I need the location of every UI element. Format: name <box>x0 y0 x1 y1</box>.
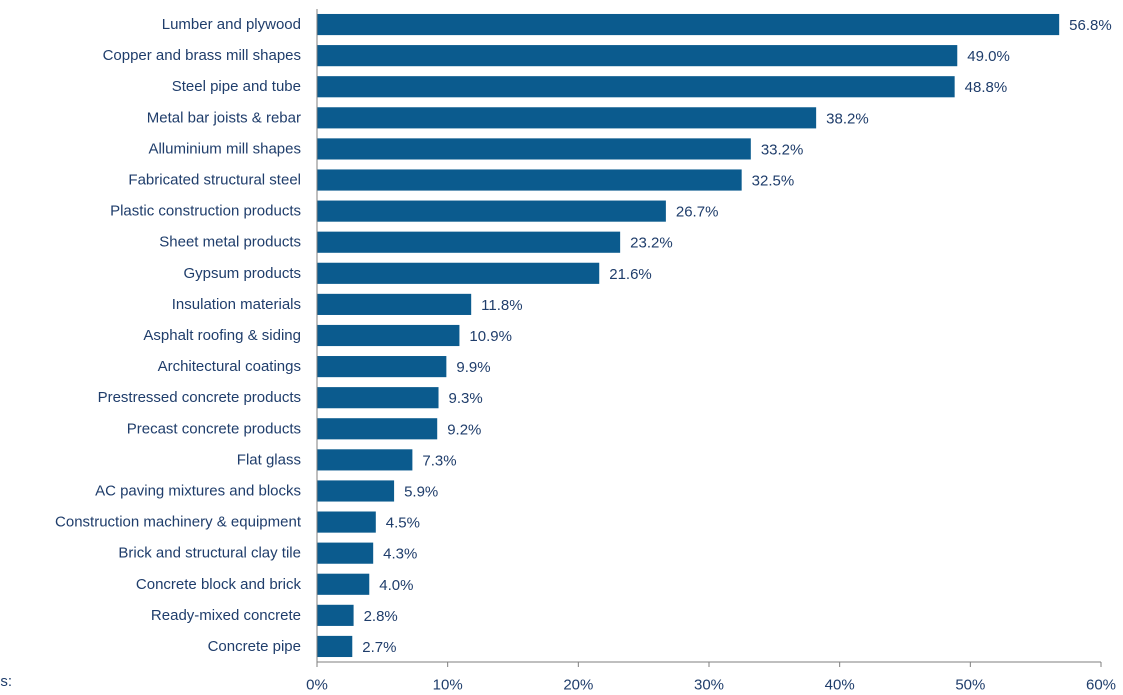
bar <box>317 635 353 658</box>
x-tick-label: 0% <box>306 677 328 694</box>
x-tick-label: 40% <box>825 677 855 694</box>
category-label: Brick and structural clay tile <box>118 545 301 562</box>
bar <box>317 200 666 222</box>
bar <box>317 480 395 502</box>
data-label: 56.8% <box>1069 17 1112 34</box>
x-tick-label: 50% <box>955 677 985 694</box>
category-label: Sheet metal products <box>159 234 301 251</box>
category-label: Steel pipe and tube <box>172 78 301 95</box>
category-label: Insulation materials <box>172 296 301 313</box>
x-axis: 0% 10% 20% 30% 40% 50% 60% <box>306 9 1116 694</box>
data-label: 23.2% <box>630 235 673 252</box>
bar <box>317 604 354 626</box>
data-label: 26.7% <box>676 204 719 221</box>
data-label: 5.9% <box>404 483 438 500</box>
category-label: Gypsum products <box>183 265 301 282</box>
category-label: AC paving mixtures and blocks <box>95 482 301 499</box>
bar <box>317 169 742 191</box>
category-labels: Lumber and plywood Copper and brass mill … <box>55 16 302 655</box>
bars-layer <box>317 13 1060 658</box>
data-label: 38.2% <box>826 110 869 127</box>
bar <box>317 387 439 409</box>
category-label: Flat glass <box>237 451 301 468</box>
data-label: 9.2% <box>447 421 481 438</box>
data-label: 9.3% <box>449 390 483 407</box>
category-label: Construction machinery & equipment <box>55 514 302 531</box>
data-label: 2.7% <box>362 639 396 656</box>
data-label: 48.8% <box>965 79 1008 96</box>
category-label: Prestressed concrete products <box>98 389 301 406</box>
bar <box>317 107 817 129</box>
category-label: Architectural coatings <box>158 358 301 375</box>
data-label: 49.0% <box>967 48 1010 65</box>
data-label: 4.0% <box>379 577 413 594</box>
x-tick-label: 20% <box>563 677 593 694</box>
data-label: 9.9% <box>456 359 490 376</box>
data-label: 2.8% <box>364 608 398 625</box>
x-tick-label: 10% <box>433 677 463 694</box>
data-label: 11.8% <box>481 297 522 314</box>
bar <box>317 356 447 378</box>
data-label: 4.3% <box>383 546 417 563</box>
bar <box>317 231 621 253</box>
bar <box>317 511 376 533</box>
bar <box>317 45 958 67</box>
bar <box>317 573 370 595</box>
data-label: 32.5% <box>752 173 795 190</box>
category-label: Ready-mixed concrete <box>151 607 301 624</box>
data-label: 21.6% <box>609 266 652 283</box>
notes-label: es: <box>0 673 13 690</box>
bar <box>317 13 1060 36</box>
category-label: Fabricated structural steel <box>128 172 301 189</box>
bar <box>317 138 751 160</box>
category-label: Asphalt roofing & siding <box>143 327 301 344</box>
bar <box>317 293 472 315</box>
value-labels: 56.8% 49.0% 48.8% 38.2% 33.2% 32.5% 26.7%23.2%… <box>362 17 1111 656</box>
category-label: Concrete block and brick <box>136 576 302 593</box>
bar <box>317 542 374 564</box>
data-label: 33.2% <box>761 141 804 158</box>
x-tick-label: 30% <box>694 677 724 694</box>
x-tick-label: 60% <box>1086 677 1116 694</box>
category-label: Concrete pipe <box>208 638 301 655</box>
category-label: Metal bar joists & rebar <box>147 109 301 126</box>
data-label: 7.3% <box>422 452 456 469</box>
bar <box>317 324 460 347</box>
category-label: Plastic construction products <box>110 203 301 220</box>
category-label: Lumber and plywood <box>162 16 301 33</box>
data-label: 10.9% <box>469 328 512 345</box>
bar <box>317 76 955 98</box>
bar <box>317 418 438 440</box>
category-label: Copper and brass mill shapes <box>103 47 301 64</box>
category-label: Alluminium mill shapes <box>148 140 301 157</box>
bar <box>317 449 413 471</box>
category-label: Precast concrete products <box>127 420 301 437</box>
bar <box>317 262 600 284</box>
data-label: 4.5% <box>386 515 420 532</box>
